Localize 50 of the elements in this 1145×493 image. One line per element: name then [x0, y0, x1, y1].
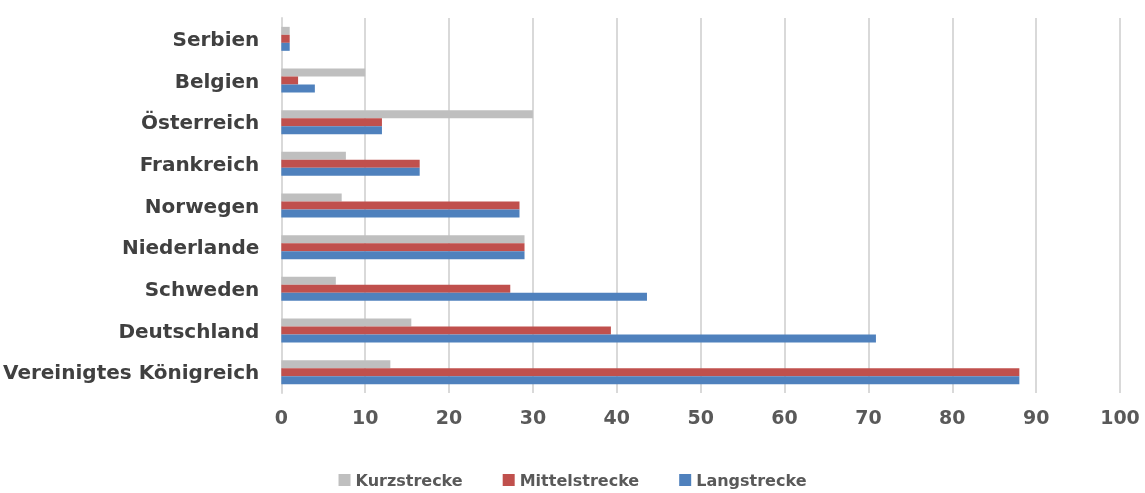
y-tick-label: Deutschland	[118, 318, 260, 343]
bar	[281, 68, 366, 77]
legend-label: Langstrecke	[696, 470, 807, 490]
bar	[281, 118, 382, 127]
y-tick-label: Belgien	[174, 68, 260, 93]
bar	[281, 151, 346, 160]
bar	[281, 284, 511, 293]
bar	[281, 376, 1020, 385]
bar	[281, 167, 420, 176]
y-tick-label: Norwegen	[144, 193, 260, 218]
bar	[281, 292, 647, 301]
x-tick-label: 80	[939, 405, 966, 428]
bar	[281, 235, 525, 244]
bar	[281, 318, 412, 327]
x-tick-label: 60	[771, 405, 798, 428]
legend-label: Kurzstrecke	[355, 470, 463, 490]
bar	[281, 201, 520, 210]
y-tick-label: Österreich	[141, 110, 260, 135]
bar	[281, 34, 290, 43]
x-tick-label: 30	[519, 405, 547, 428]
x-tick-label: 10	[351, 405, 379, 428]
bar	[281, 110, 533, 119]
bar	[281, 159, 420, 168]
x-tick-label: 40	[603, 405, 631, 428]
bar	[281, 276, 336, 285]
bar	[281, 209, 520, 218]
bar	[281, 360, 391, 369]
bar	[281, 368, 1020, 377]
bar	[281, 84, 315, 93]
bar	[281, 26, 290, 35]
bar	[281, 326, 611, 335]
bar	[281, 251, 525, 260]
y-tick-label: Niederlande	[121, 235, 260, 260]
y-tick-label: Serbien	[172, 26, 260, 51]
x-tick-label: 0	[274, 405, 288, 428]
x-tick-label: 70	[855, 405, 882, 428]
y-tick-label: Schweden	[144, 276, 260, 301]
y-tick-label: Frankreich	[139, 151, 260, 176]
bar	[281, 126, 382, 135]
legend-label: Mittelstrecke	[519, 470, 640, 490]
bar	[281, 193, 342, 202]
x-tick-label: 90	[1022, 405, 1050, 428]
x-tick-label: 50	[687, 405, 714, 428]
y-tick-label: Vereinigtes Königreich	[3, 360, 260, 385]
x-tick-label: 100	[1100, 405, 1140, 428]
bar	[281, 42, 290, 51]
bar	[281, 76, 299, 85]
bar	[281, 334, 876, 343]
x-tick-label: 20	[435, 405, 463, 428]
bar	[281, 243, 525, 252]
